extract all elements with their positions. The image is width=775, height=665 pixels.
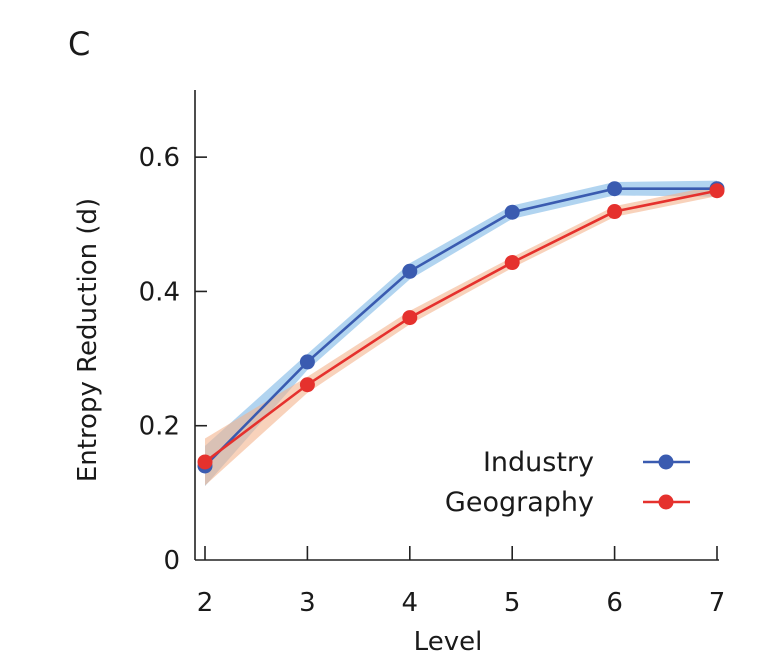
y-tick-label: 0.4 [139,277,180,307]
industry-point [504,204,520,220]
y-axis-title: Entropy Reduction (d) [73,198,103,482]
x-tick-label: 4 [402,588,419,618]
geography-point [197,454,213,470]
panel-label: C [68,25,90,63]
geography-point [402,310,418,326]
confidence-bands [205,180,717,487]
legend-label-geography: Geography [445,487,594,518]
series-points [197,181,725,474]
geography-point [299,377,315,393]
legend-marker-industry [658,454,674,470]
x-axis-ticks: 2 3 4 5 6 7 [197,546,726,618]
geography-point [709,183,725,199]
series-lines [204,187,718,467]
y-tick-label: 0.2 [139,412,180,442]
x-tick-label: 7 [709,588,726,618]
geography-band [205,185,717,486]
industry-point [299,354,315,370]
industry-band [205,180,717,487]
y-tick-label: 0.6 [139,143,180,173]
industry-line [204,187,717,467]
geography-line [204,189,718,464]
x-tick-label: 3 [299,588,316,618]
x-tick-label: 2 [197,588,214,618]
x-tick-label: 6 [606,588,623,618]
y-tick-label: 0 [163,546,180,576]
y-axis-ticks: 0 0.2 0.4 0.6 [139,143,207,576]
geography-point [504,255,520,271]
legend-label-industry: Industry [483,447,594,478]
industry-point [402,263,418,279]
geography-point [607,204,623,220]
x-axis-title: Level [414,627,483,657]
legend: Industry Geography [445,447,690,518]
legend-marker-geography [658,494,674,510]
industry-point [607,181,623,197]
x-tick-label: 5 [504,588,521,618]
